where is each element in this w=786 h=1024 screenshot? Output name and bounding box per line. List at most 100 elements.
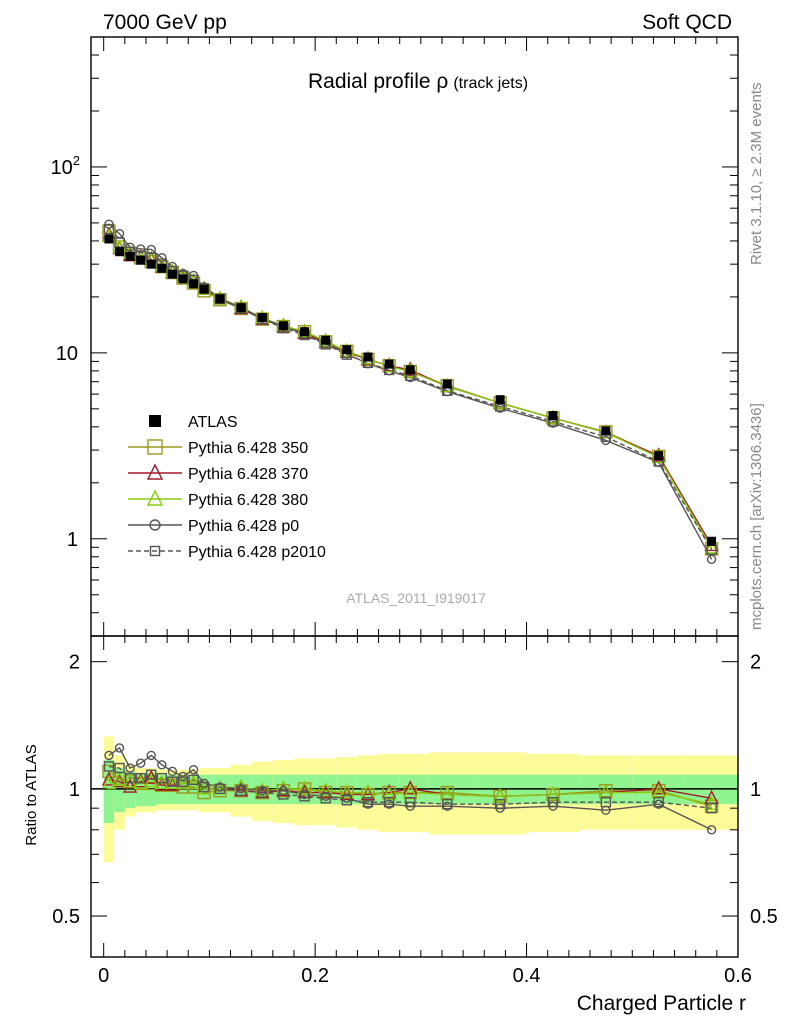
chart-title-main: Radial profile ρ xyxy=(308,70,448,93)
series-point-main-3 xyxy=(135,244,146,254)
series-line-ratio-3 xyxy=(108,746,712,831)
series-point-ratio-1 xyxy=(154,776,169,791)
series-point-ratio-4 xyxy=(188,774,199,786)
x-tick-label: 0.4 xyxy=(513,965,541,987)
data-point xyxy=(321,335,331,345)
series-point-ratio-4 xyxy=(299,791,310,802)
series-point-ratio-3 xyxy=(157,760,167,770)
series-point-ratio-4 xyxy=(124,772,136,784)
series-point-ratio-3 xyxy=(104,750,114,761)
y-tick-label-main: 102 xyxy=(51,153,80,179)
data-point xyxy=(115,247,125,257)
data-point xyxy=(495,395,505,405)
series-line-ratio-2 xyxy=(108,779,712,805)
y-tick-label-ratio: 0.5 xyxy=(52,906,80,928)
series-point-ratio-3 xyxy=(146,750,156,761)
legend-label-0: Pythia 6.428 350 xyxy=(188,440,308,457)
series-point-ratio-4 xyxy=(278,789,289,800)
series-point-main-3 xyxy=(706,554,717,564)
header-right: Soft QCD xyxy=(642,11,732,34)
y-tick-label-ratio-right: 0.5 xyxy=(750,906,778,928)
series-point-main-4 xyxy=(114,237,125,248)
series-point-ratio-2 xyxy=(255,782,270,797)
data-point xyxy=(405,365,415,375)
series-point-ratio-4 xyxy=(341,795,353,806)
header-left: 7000 GeV pp xyxy=(103,11,227,34)
series-point-ratio-4 xyxy=(383,796,395,808)
series-point-ratio-1 xyxy=(360,785,376,801)
series-point-ratio-1 xyxy=(101,771,117,786)
series-point-ratio-1 xyxy=(165,776,180,791)
series-point-ratio-4 xyxy=(362,796,374,808)
y-tick-label-ratio-right: 2 xyxy=(750,652,761,674)
data-point xyxy=(601,426,611,436)
data-point xyxy=(342,345,352,355)
ratio-axis-label: Ratio to ATLAS xyxy=(23,744,40,845)
data-point xyxy=(257,312,267,322)
series-point-main-4 xyxy=(103,223,115,235)
legend-marker-1 xyxy=(146,463,164,480)
band-inner xyxy=(124,771,136,809)
series-point-ratio-3 xyxy=(114,743,125,753)
series-point-main-0 xyxy=(186,276,201,290)
legend-label-data: ATLAS xyxy=(188,414,238,431)
y-tick-label-ratio: 1 xyxy=(69,779,80,801)
x-tick-label: 0.2 xyxy=(301,965,329,987)
x-axis-label: Charged Particle r xyxy=(577,992,746,1015)
analysis-id: ATLAS_2011_I919017 xyxy=(346,590,486,606)
series-point-ratio-3 xyxy=(167,766,178,777)
series-point-ratio-4 xyxy=(405,796,416,808)
series-point-ratio-1 xyxy=(112,773,127,788)
band-inner xyxy=(103,760,115,824)
series-point-ratio-1 xyxy=(339,785,354,801)
series-point-ratio-4 xyxy=(494,798,506,810)
data-point xyxy=(215,294,225,304)
series-point-ratio-4 xyxy=(257,787,268,798)
series-point-ratio-3 xyxy=(706,825,717,835)
series-point-ratio-4 xyxy=(706,802,717,814)
chart-title: Radial profile ρ (track jets) xyxy=(308,70,528,93)
series-point-ratio-4 xyxy=(600,796,612,808)
side-label-top: Rivet 3.1.10, ≥ 2.3M events xyxy=(748,83,765,266)
series-markers xyxy=(101,219,719,835)
series-line-main-4 xyxy=(108,228,713,551)
data-point xyxy=(146,259,156,269)
legend-label-3: Pythia 6.428 p0 xyxy=(188,518,299,535)
series-point-ratio-4 xyxy=(177,776,189,787)
data-point xyxy=(178,274,188,284)
series-point-ratio-1 xyxy=(144,769,159,784)
series-point-main-2 xyxy=(704,539,719,554)
data-point xyxy=(236,303,246,313)
legend-marker-0 xyxy=(147,439,163,455)
series-point-ratio-2 xyxy=(492,787,508,803)
legend-label-4: Pythia 6.428 p2010 xyxy=(188,544,326,561)
series-point-ratio-2 xyxy=(144,773,159,788)
series-point-ratio-2 xyxy=(122,773,138,788)
series-point-ratio-2 xyxy=(186,774,201,790)
ratio-frame xyxy=(90,635,739,958)
legend-label-2: Pythia 6.428 380 xyxy=(188,492,308,509)
series-point-ratio-4 xyxy=(156,772,168,784)
data-point xyxy=(136,255,146,265)
series-point-ratio-2 xyxy=(165,774,180,790)
series-point-ratio-2 xyxy=(545,785,561,801)
series-point-ratio-4 xyxy=(198,781,210,793)
series-point-main-3 xyxy=(157,253,167,263)
data-point xyxy=(654,451,664,461)
series-point-ratio-4 xyxy=(320,793,331,804)
series-point-ratio-4 xyxy=(114,762,125,774)
series-point-ratio-4 xyxy=(103,761,115,772)
legend-marker-3 xyxy=(149,519,161,531)
axis-ticks: 0 0.2 0.4 0.6 1 10 102 0.5 0.5 1 1 2 2 xyxy=(51,36,778,987)
series-point-ratio-4 xyxy=(214,783,226,795)
y-tick-label-ratio: 2 xyxy=(69,652,80,674)
series-point-ratio-1 xyxy=(403,780,418,795)
data-point xyxy=(442,379,452,389)
series-point-ratio-2 xyxy=(196,780,212,795)
data-point xyxy=(199,284,209,294)
plot-frames xyxy=(90,36,739,958)
series-point-ratio-4 xyxy=(135,772,146,784)
x-tick-label: 0.6 xyxy=(724,965,752,987)
series-point-ratio-1 xyxy=(318,783,333,799)
